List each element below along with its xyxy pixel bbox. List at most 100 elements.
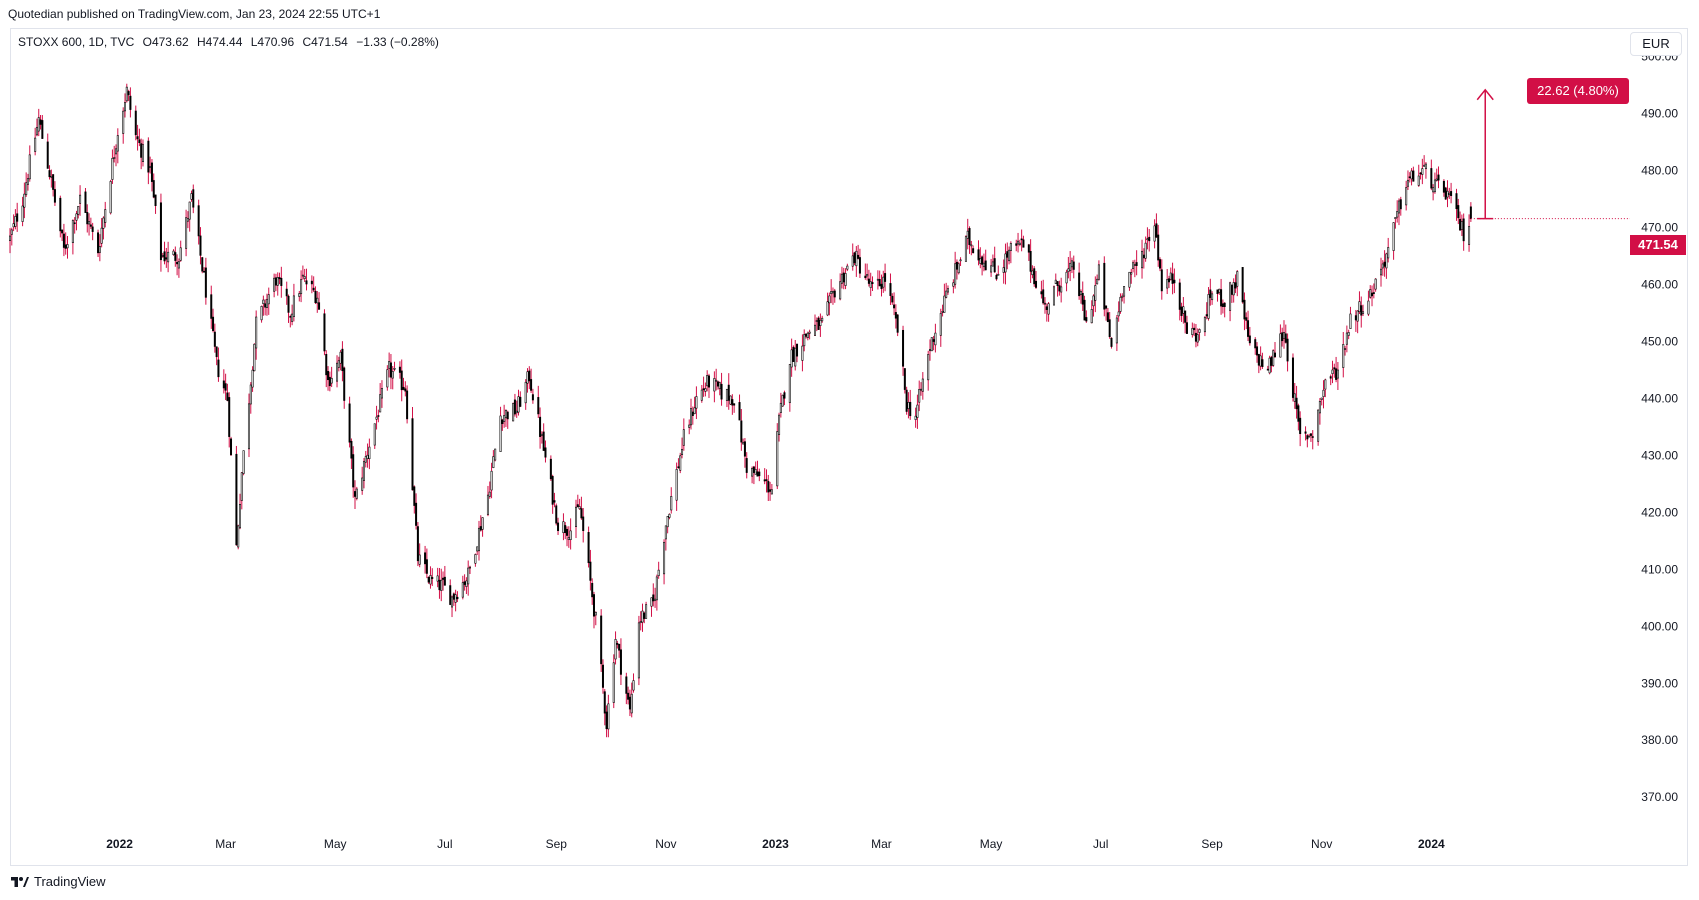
candle-body [1291,357,1294,398]
candle-body [896,314,899,333]
candle-body [134,110,137,136]
candle-body [738,402,741,421]
candle-body [149,166,152,168]
candle-body [1394,217,1397,219]
candle-body [197,205,200,237]
chart-pane[interactable] [10,28,1688,866]
candle-body [618,643,621,651]
candle-body [1322,389,1325,397]
candle-body [1178,282,1181,310]
candle-body [73,222,76,225]
candle-body [373,423,376,446]
candle-body [995,274,998,280]
candle-body [228,397,231,437]
candle-body [59,197,62,232]
candle-body [1266,368,1269,371]
candle-body [1243,299,1246,320]
candle-body [499,415,502,452]
candle-body [1196,334,1199,343]
candle-body [75,213,78,221]
candle-body [1417,175,1420,186]
candle-body [1146,238,1149,241]
candle-body [1281,332,1284,342]
candle-body [801,345,804,361]
symbol-name[interactable]: STOXX 600, 1D, TVC [18,35,135,49]
candle-body [314,290,317,303]
candle-body [540,433,543,436]
candle-body [693,407,696,414]
candle-body [539,416,542,437]
candle-body [882,276,885,288]
candle-body [1241,267,1244,303]
candle-body [389,362,392,378]
price-tick-label: 470.00 [1641,220,1678,234]
candle-body [438,579,441,591]
candle-body [909,401,912,417]
candle-body [1433,179,1436,193]
candle-body [1166,279,1169,289]
candle-body [1033,268,1036,285]
candle-body [805,333,808,337]
candle-body [124,102,127,112]
candle-body [702,388,705,390]
candle-body [1203,317,1206,333]
candle-body [217,359,220,378]
candle-body [528,370,531,382]
candle-body [839,281,842,300]
candle-body [745,458,748,473]
candle-body [465,580,468,587]
candle-body [752,466,755,473]
candle-body [10,229,13,235]
candle-body [255,316,258,349]
candle-body [1218,288,1221,293]
candle-body [1128,271,1131,288]
candle-body [1318,400,1321,414]
candle-body [612,662,615,703]
candle-body [1067,268,1070,272]
currency-button[interactable]: EUR [1630,32,1682,56]
candle-body [1295,397,1298,410]
candle-body [167,251,170,263]
candle-body [425,559,428,574]
candle-body [213,331,216,347]
candle-body [891,295,894,303]
candle-body [1130,272,1133,275]
candle-body [152,180,155,198]
candle-body [1119,296,1122,312]
candle-body [1345,332,1348,345]
candle-body [348,403,351,443]
candle-body [366,454,369,459]
candle-body [1097,264,1100,280]
candle-body [273,277,276,292]
candle-body [984,260,987,271]
candle-body [788,364,791,403]
candle-body [1018,242,1021,245]
candle-body [1153,225,1156,242]
tradingview-logo[interactable]: TradingView [10,874,106,889]
candle-body [1185,322,1188,334]
candle-body [939,313,942,336]
symbol-legend[interactable]: STOXX 600, 1D, TVC O473.62 H474.44 L470.… [18,35,444,49]
candle-body [1085,317,1088,322]
candle-body [1284,333,1287,343]
price-range-measure [1476,88,1494,220]
candle-body [1304,431,1307,434]
candle-body [830,291,833,295]
candle-body [488,491,491,497]
candle-body [566,528,569,536]
candle-body [1132,262,1135,269]
candle-body [779,402,782,413]
candle-body [276,277,279,286]
candle-body [185,217,188,249]
candle-body [876,278,879,281]
candle-body [1331,369,1334,375]
candle-body [894,312,897,319]
candle-body [16,213,19,222]
candle-body [1247,320,1250,337]
candle-body [1072,261,1075,270]
candle-body [1171,273,1174,284]
candle-body [364,456,367,463]
ohlc-open: O473.62 [142,35,189,49]
candle-body [1044,302,1047,305]
